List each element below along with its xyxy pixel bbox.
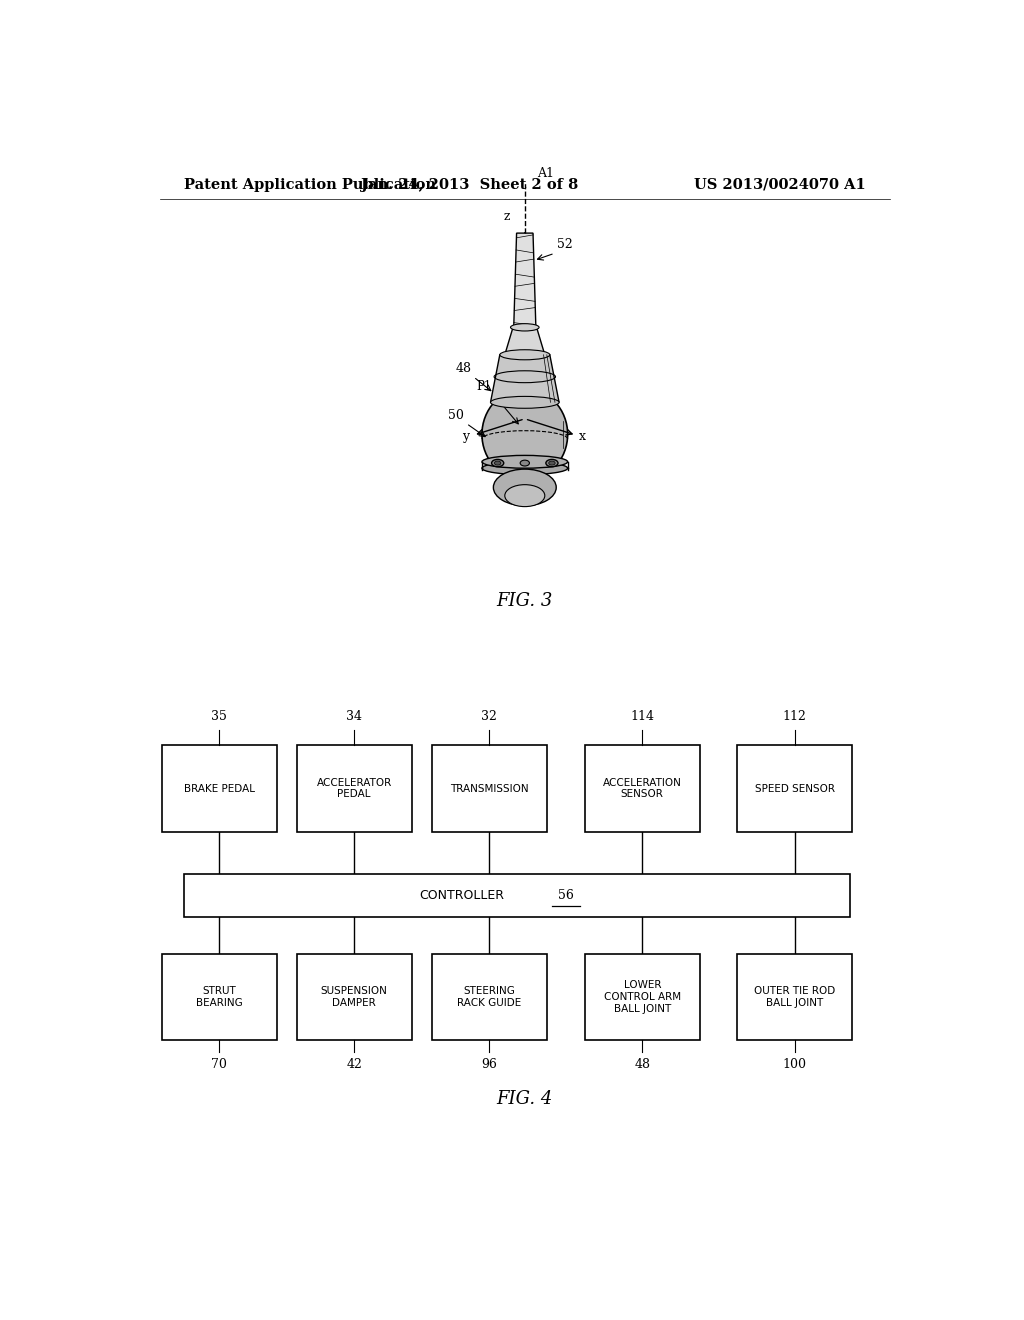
Ellipse shape xyxy=(520,461,529,466)
Text: US 2013/0024070 A1: US 2013/0024070 A1 xyxy=(694,178,866,191)
FancyBboxPatch shape xyxy=(585,746,699,832)
Text: BRAKE PEDAL: BRAKE PEDAL xyxy=(183,784,255,793)
FancyBboxPatch shape xyxy=(162,954,276,1040)
Ellipse shape xyxy=(482,388,567,480)
Ellipse shape xyxy=(494,469,556,506)
FancyBboxPatch shape xyxy=(183,874,850,916)
Ellipse shape xyxy=(482,462,567,475)
Ellipse shape xyxy=(482,455,567,469)
Text: TRANSMISSION: TRANSMISSION xyxy=(450,784,528,793)
Text: Patent Application Publication: Patent Application Publication xyxy=(183,178,435,191)
Text: 48: 48 xyxy=(634,1059,650,1072)
Text: 34: 34 xyxy=(346,710,362,723)
FancyBboxPatch shape xyxy=(585,954,699,1040)
FancyBboxPatch shape xyxy=(431,954,547,1040)
Text: x: x xyxy=(580,430,586,442)
Text: 100: 100 xyxy=(782,1059,807,1072)
Text: ACCELERATOR
PEDAL: ACCELERATOR PEDAL xyxy=(316,777,392,800)
Polygon shape xyxy=(490,355,559,403)
Ellipse shape xyxy=(492,459,504,467)
Polygon shape xyxy=(505,327,545,355)
Text: SUSPENSION
DAMPER: SUSPENSION DAMPER xyxy=(321,986,388,1007)
Text: Jan. 24, 2013  Sheet 2 of 8: Jan. 24, 2013 Sheet 2 of 8 xyxy=(360,178,578,191)
Ellipse shape xyxy=(549,461,555,465)
Ellipse shape xyxy=(546,459,558,467)
Text: ACCELERATION
SENSOR: ACCELERATION SENSOR xyxy=(603,777,682,800)
FancyBboxPatch shape xyxy=(297,746,412,832)
FancyBboxPatch shape xyxy=(431,746,547,832)
Ellipse shape xyxy=(505,484,545,507)
Text: 50: 50 xyxy=(449,409,464,421)
Text: FIG. 3: FIG. 3 xyxy=(497,591,553,610)
FancyBboxPatch shape xyxy=(737,954,852,1040)
Text: y: y xyxy=(462,430,469,442)
Text: STEERING
RACK GUIDE: STEERING RACK GUIDE xyxy=(457,986,521,1007)
Ellipse shape xyxy=(490,396,559,408)
Text: FIG. 4: FIG. 4 xyxy=(497,1089,553,1107)
Text: 35: 35 xyxy=(211,710,227,723)
Text: z: z xyxy=(504,210,511,223)
Ellipse shape xyxy=(495,461,501,465)
Text: CONTROLLER: CONTROLLER xyxy=(419,888,504,902)
Text: 96: 96 xyxy=(481,1059,497,1072)
Text: OUTER TIE ROD
BALL JOINT: OUTER TIE ROD BALL JOINT xyxy=(754,986,836,1007)
Text: SPEED SENSOR: SPEED SENSOR xyxy=(755,784,835,793)
Text: P1: P1 xyxy=(476,380,492,393)
Text: 52: 52 xyxy=(557,239,572,251)
Text: 56: 56 xyxy=(558,888,574,902)
Text: STRUT
BEARING: STRUT BEARING xyxy=(196,986,243,1007)
Ellipse shape xyxy=(500,350,550,360)
Text: 42: 42 xyxy=(346,1059,362,1072)
Text: 48: 48 xyxy=(456,362,471,375)
Ellipse shape xyxy=(511,323,539,331)
Text: A1: A1 xyxy=(537,168,554,180)
FancyBboxPatch shape xyxy=(162,746,276,832)
FancyBboxPatch shape xyxy=(737,746,852,832)
Text: 32: 32 xyxy=(481,710,497,723)
Text: 112: 112 xyxy=(782,710,807,723)
Polygon shape xyxy=(514,234,536,327)
Text: LOWER
CONTROL ARM
BALL JOINT: LOWER CONTROL ARM BALL JOINT xyxy=(604,981,681,1014)
Text: 114: 114 xyxy=(630,710,654,723)
FancyBboxPatch shape xyxy=(297,954,412,1040)
Text: 70: 70 xyxy=(211,1059,227,1072)
